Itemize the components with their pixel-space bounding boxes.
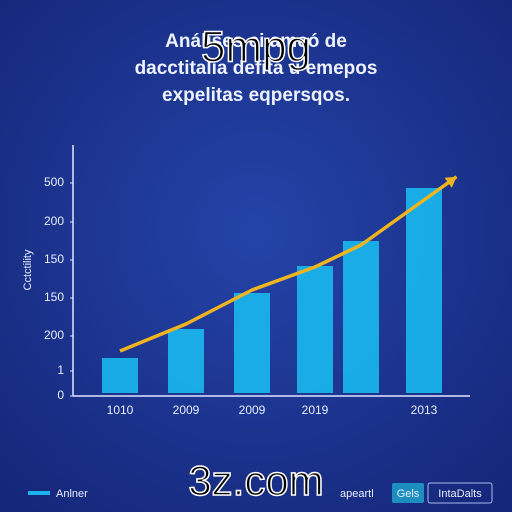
- trend-line: [119, 198, 426, 353]
- watermark: 5mpg: [201, 23, 311, 72]
- legend-label: apeartl: [340, 488, 374, 500]
- x-tick-label: 1010: [107, 403, 134, 417]
- bar: [406, 188, 442, 393]
- y-tick-label: 0: [57, 388, 64, 402]
- legend-swatch: [28, 491, 50, 495]
- watermark: 3z.com: [188, 457, 323, 504]
- title-line: Análises ei ameó de: [165, 31, 347, 52]
- y-tick-label: 200: [44, 328, 64, 342]
- x-tick-label: 2009: [173, 403, 200, 417]
- y-tick-label: 200: [44, 214, 64, 228]
- legend-label: Anlner: [56, 488, 88, 500]
- bar: [297, 266, 333, 393]
- x-tick-label: 2019: [302, 403, 329, 417]
- trend-arrow-head: [444, 176, 457, 188]
- y-tick-label: 500: [44, 175, 64, 189]
- y-tick-label: 150: [44, 252, 64, 266]
- legend-box: [392, 483, 424, 503]
- x-tick-label: 2013: [411, 403, 438, 417]
- y-axis-label: Cctctility: [22, 249, 34, 290]
- y-tick-label: 150: [44, 290, 64, 304]
- bar: [168, 329, 204, 393]
- bar: [343, 241, 379, 393]
- bar: [102, 358, 138, 393]
- legend-box: [427, 482, 493, 504]
- legend-label: IntaDalts: [438, 488, 482, 500]
- x-tick-label: 2009: [239, 403, 266, 417]
- bar: [234, 293, 270, 393]
- y-tick-label: 1: [57, 363, 64, 377]
- legend-label: Gels: [397, 488, 420, 500]
- title-line: dacctitalia defita u emepos: [135, 58, 378, 79]
- title-line: expelitas eqpersqos.: [162, 85, 350, 106]
